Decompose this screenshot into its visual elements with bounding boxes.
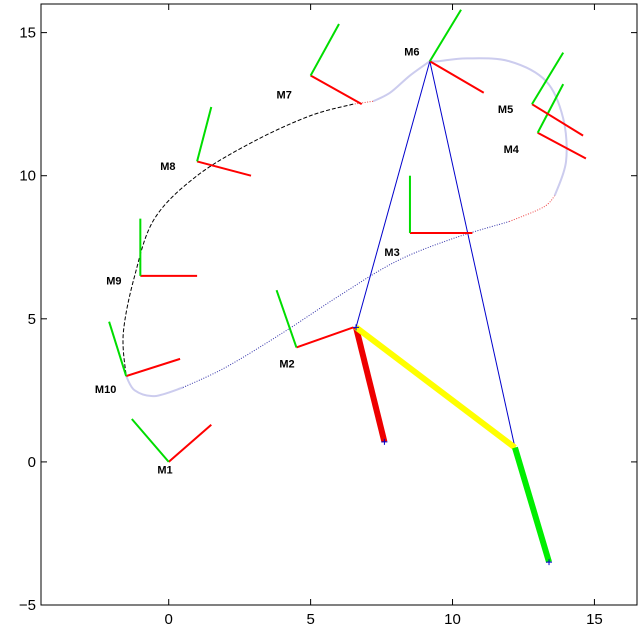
path-segment-4 <box>429 57 568 197</box>
frame-label-m6: M6 <box>404 47 419 59</box>
x-tick-label-1: 0 <box>165 611 173 628</box>
frame-m4-x-axis <box>537 131 587 160</box>
y-tick-label-4: 10 <box>19 168 36 185</box>
frame-label-m2: M2 <box>279 358 294 370</box>
path-segment-6 <box>353 100 374 105</box>
robot-link1 <box>353 326 388 443</box>
robot-link3 <box>512 446 552 563</box>
frame-m7-y-axis <box>309 23 340 77</box>
frame-label-m9: M9 <box>106 275 121 287</box>
camera-rays <box>355 61 516 448</box>
frame-label-m10: M10 <box>95 384 116 396</box>
plot-axes-box <box>40 3 638 606</box>
x-tick-label-2: 5 <box>306 611 314 628</box>
frame-label-m8: M8 <box>160 161 175 173</box>
frame-m6-y-axis <box>428 9 462 62</box>
frame-labels: M1 M2 M3 M4 M5 M6 M7 M8 M9 M10 <box>95 47 520 477</box>
y-tick-label-1: −5 <box>19 597 36 614</box>
path-segment-1 <box>125 375 184 398</box>
ray-2 <box>429 61 516 448</box>
frame-m5-y-axis <box>531 52 565 105</box>
trajectory-path <box>122 57 568 398</box>
frame-label-m7: M7 <box>277 89 292 101</box>
frame-m10-x-axis <box>125 357 181 378</box>
plus-marker-2 <box>546 559 553 566</box>
frame-m1-y-axis <box>131 418 170 463</box>
plus-marker-3 <box>353 324 360 331</box>
plus-marker-1 <box>381 438 388 445</box>
y-tick-label-5: 15 <box>19 25 36 42</box>
plus-markers <box>353 324 553 566</box>
ray-1 <box>355 61 431 328</box>
axis-ticks: 0 5 10 15 −5 0 5 10 15 <box>19 4 637 628</box>
frame-m10-y-axis <box>108 321 128 377</box>
y-tick-label-3: 5 <box>28 311 36 328</box>
path-segment-5 <box>372 60 431 103</box>
frame-m2-x-axis <box>296 326 354 349</box>
frame-m2-y-axis <box>275 289 298 348</box>
frame-m5-x-axis <box>531 103 584 137</box>
robot-link2 <box>354 325 517 450</box>
frame-m1-x-axis <box>168 423 212 463</box>
path-segment-7 <box>122 103 354 377</box>
path-segment-3 <box>509 195 556 222</box>
frame-m6-x-axis <box>429 60 485 94</box>
frame-m8-y-axis <box>196 106 213 162</box>
y-tick-label-2: 0 <box>28 454 36 471</box>
coordinate-frames <box>108 9 587 463</box>
frame-label-m1: M1 <box>157 464 172 476</box>
frame-m7-x-axis <box>310 74 363 106</box>
x-tick-label-3: 10 <box>444 611 461 628</box>
frame-m8-x-axis <box>196 160 252 177</box>
frame-m4-y-axis <box>536 83 565 134</box>
frame-label-m4: M4 <box>504 144 520 156</box>
robot-links <box>353 325 552 563</box>
frame-label-m3: M3 <box>384 247 399 259</box>
frame-label-m5: M5 <box>498 104 513 116</box>
x-tick-label-4: 15 <box>586 611 603 628</box>
